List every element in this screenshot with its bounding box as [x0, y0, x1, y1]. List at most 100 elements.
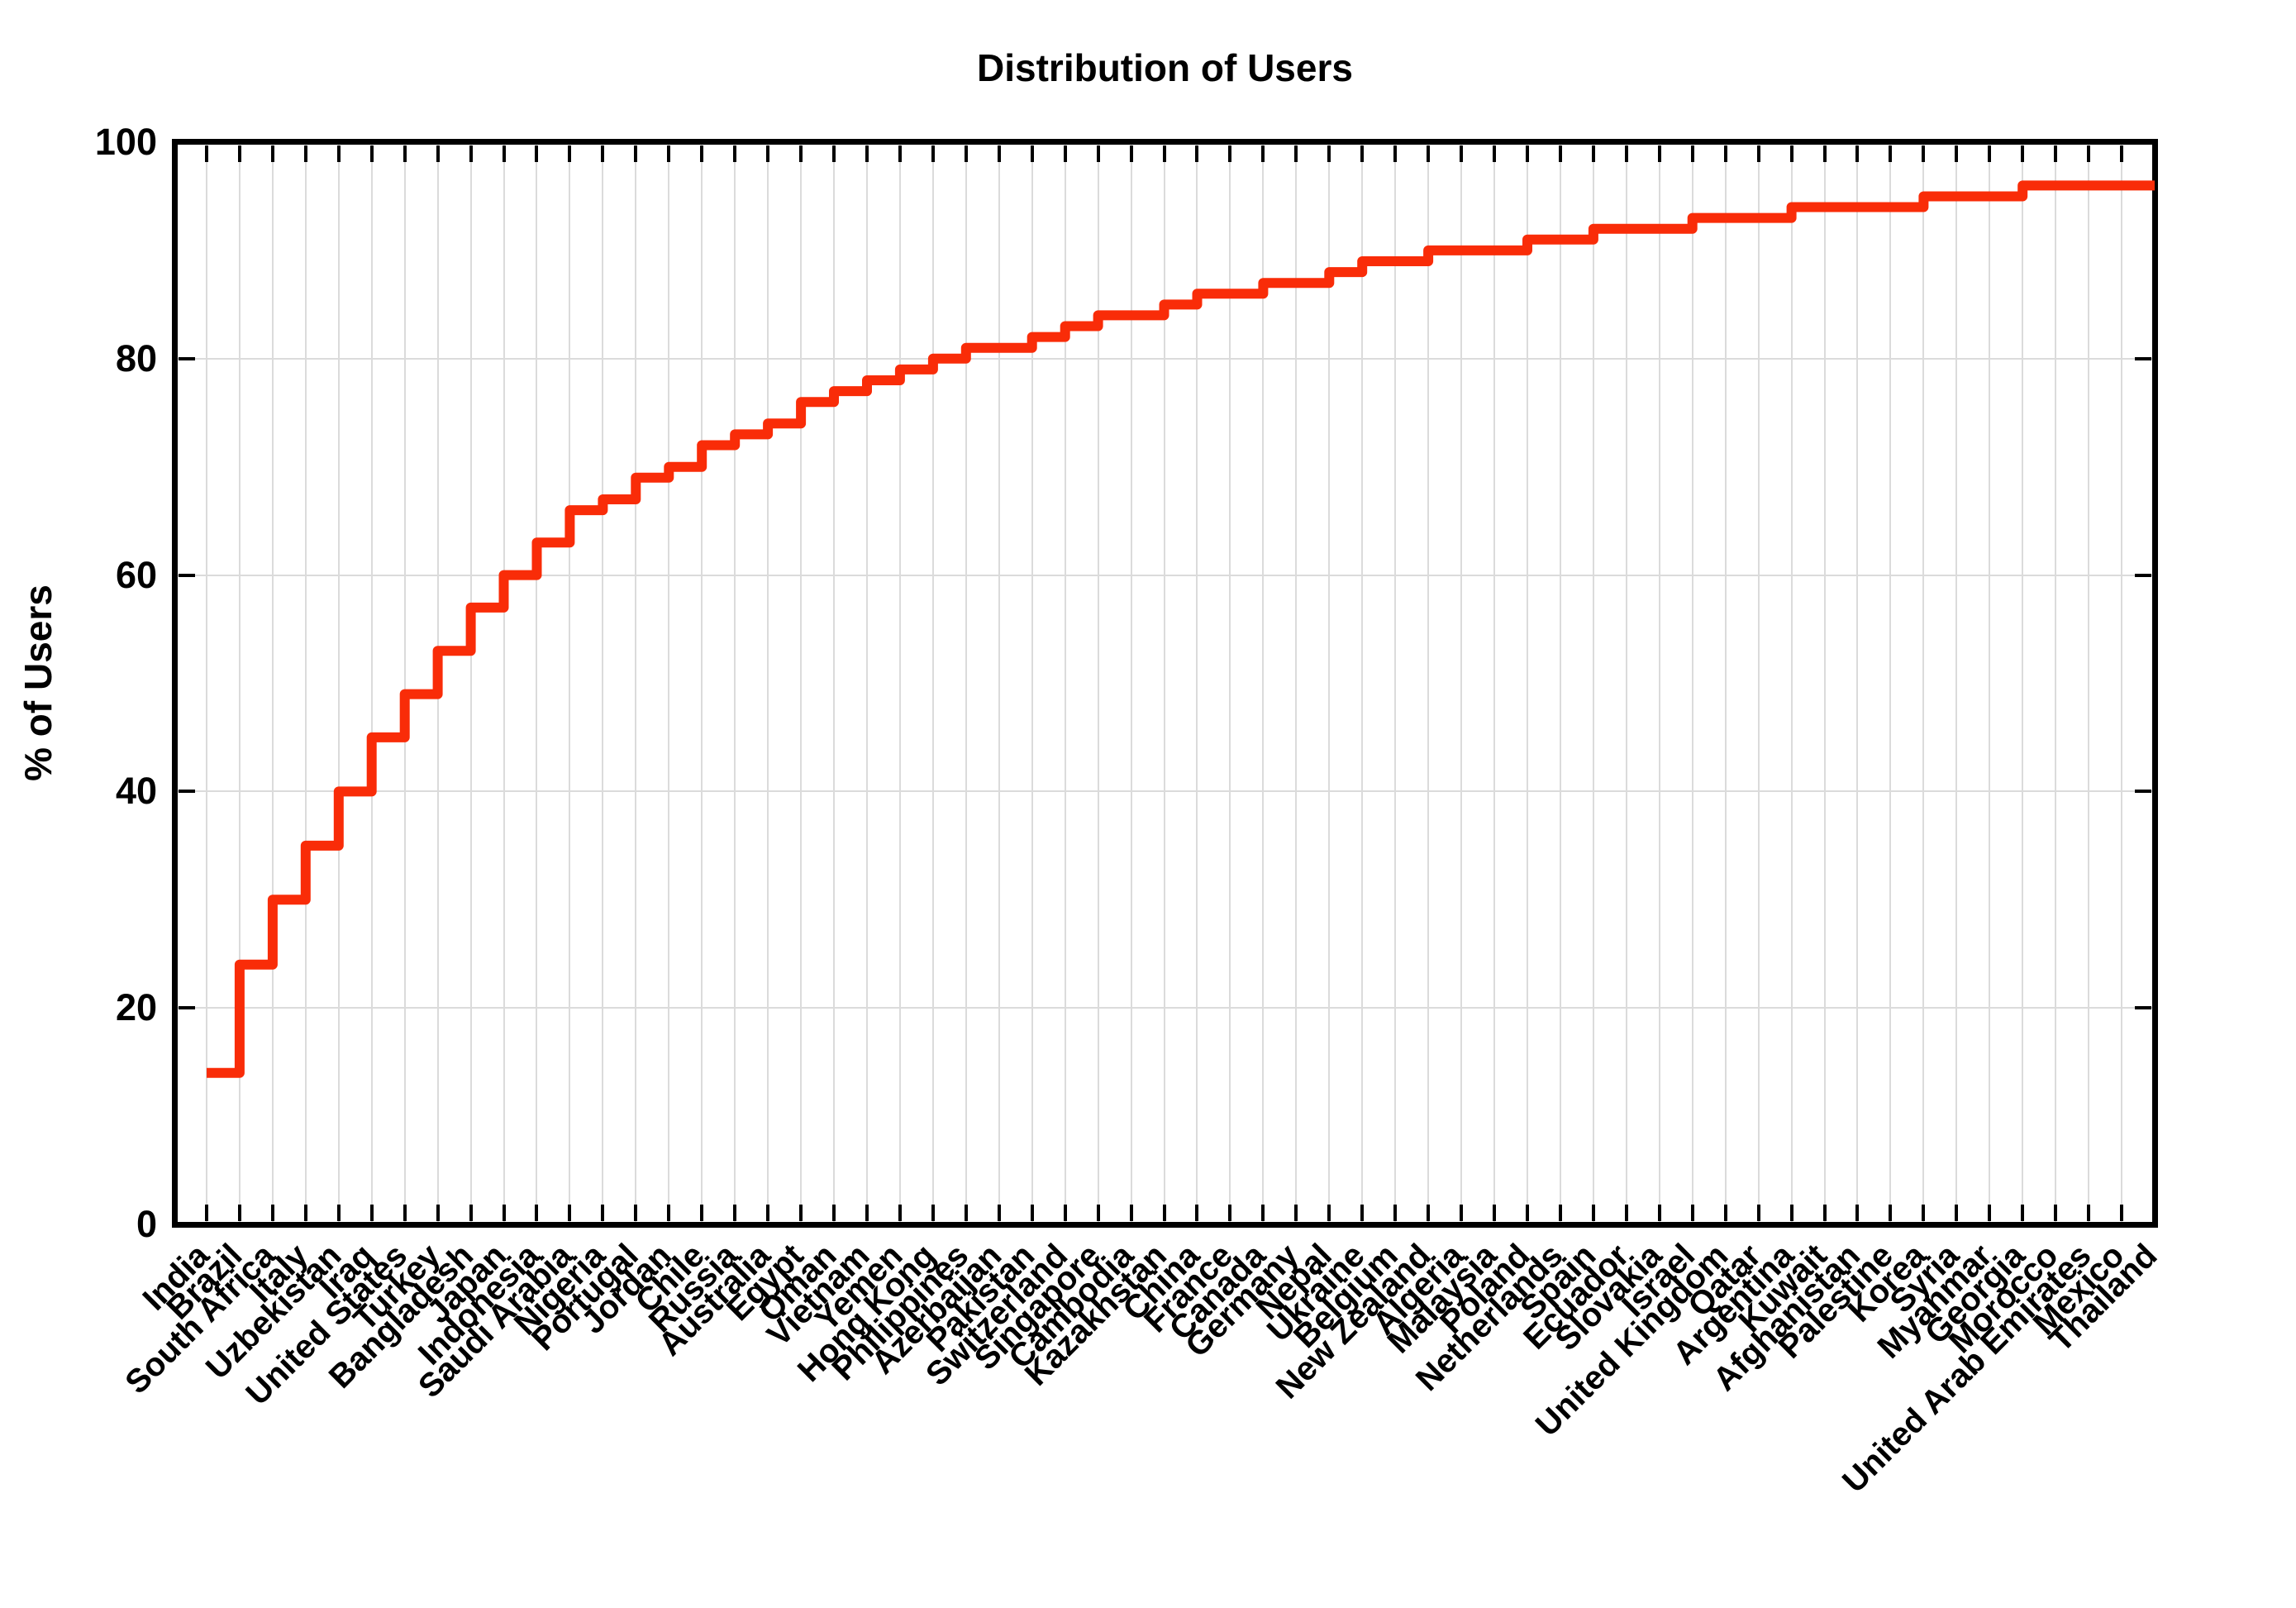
x-gridline — [1526, 142, 1528, 1224]
x-tick-top — [1922, 146, 1926, 162]
x-tick-bottom — [303, 1205, 307, 1221]
x-tick-top — [2153, 146, 2156, 162]
x-tick-top — [436, 146, 440, 162]
y-tick-right — [2135, 1006, 2151, 1010]
x-tick-bottom — [1955, 1205, 1959, 1221]
x-gridline — [1130, 142, 1132, 1224]
y-gridline — [175, 574, 2155, 576]
x-tick-bottom — [502, 1205, 506, 1221]
x-tick-top — [634, 146, 638, 162]
x-gridline — [1328, 142, 1331, 1224]
x-tick-bottom — [1427, 1205, 1431, 1221]
x-tick-top — [1889, 146, 1893, 162]
y-tick-label: 40 — [115, 770, 157, 813]
x-gridline — [734, 142, 736, 1224]
x-tick-top — [964, 146, 968, 162]
x-gridline — [536, 142, 538, 1224]
x-tick-bottom — [931, 1205, 935, 1221]
x-gridline — [271, 142, 274, 1224]
x-tick-bottom — [634, 1205, 638, 1221]
x-tick-bottom — [2021, 1205, 2025, 1221]
x-gridline — [635, 142, 637, 1224]
x-tick-bottom — [336, 1205, 341, 1221]
x-tick-top — [1855, 146, 1860, 162]
x-tick-top — [2120, 146, 2124, 162]
x-tick-top — [237, 146, 241, 162]
x-gridline — [2055, 142, 2057, 1224]
x-tick-bottom — [733, 1205, 737, 1221]
x-gridline — [1724, 142, 1727, 1224]
x-tick-top — [502, 146, 506, 162]
x-tick-bottom — [1162, 1205, 1166, 1221]
x-gridline — [1097, 142, 1099, 1224]
x-gridline — [668, 142, 670, 1224]
x-tick-bottom — [436, 1205, 440, 1221]
x-tick-top — [1294, 146, 1298, 162]
x-gridline — [337, 142, 340, 1224]
x-tick-bottom — [865, 1205, 869, 1221]
x-gridline — [998, 142, 1000, 1224]
x-tick-top — [1723, 146, 1727, 162]
x-tick-bottom — [2054, 1205, 2058, 1221]
x-tick-top — [1063, 146, 1067, 162]
x-tick-top — [1393, 146, 1398, 162]
x-tick-bottom — [1558, 1205, 1562, 1221]
x-tick-top — [799, 146, 803, 162]
x-tick-top — [931, 146, 935, 162]
x-gridline — [206, 142, 207, 1224]
x-tick-bottom — [898, 1205, 902, 1221]
x-tick-bottom — [799, 1205, 803, 1221]
x-tick-bottom — [469, 1205, 473, 1221]
x-tick-top — [1228, 146, 1232, 162]
x-tick-bottom — [1624, 1205, 1628, 1221]
x-tick-bottom — [568, 1205, 572, 1221]
x-tick-bottom — [1525, 1205, 1529, 1221]
x-tick-top — [1261, 146, 1265, 162]
x-tick-top — [865, 146, 869, 162]
x-tick-top — [205, 146, 208, 162]
plot-frame — [172, 139, 2158, 1228]
x-tick-bottom — [1657, 1205, 1661, 1221]
x-gridline — [1989, 142, 1991, 1224]
x-gridline — [403, 142, 406, 1224]
x-gridline — [304, 142, 307, 1224]
x-tick-bottom — [1195, 1205, 1199, 1221]
x-tick-top — [1129, 146, 1133, 162]
y-tick-left — [179, 1006, 195, 1010]
x-tick-bottom — [964, 1205, 968, 1221]
x-tick-bottom — [832, 1205, 836, 1221]
x-gridline — [1955, 142, 1958, 1224]
x-gridline — [1427, 142, 1430, 1224]
x-tick-top — [1690, 146, 1694, 162]
y-tick-label: 100 — [94, 121, 157, 163]
x-tick-top — [1955, 146, 1959, 162]
x-tick-top — [1789, 146, 1793, 162]
x-tick-bottom — [1988, 1205, 1992, 1221]
x-tick-top — [535, 146, 539, 162]
x-gridline — [1262, 142, 1265, 1224]
x-tick-top — [1525, 146, 1529, 162]
x-tick-top — [2054, 146, 2058, 162]
y-gridline — [175, 1007, 2155, 1009]
x-gridline — [1625, 142, 1627, 1224]
x-tick-bottom — [601, 1205, 605, 1221]
x-tick-bottom — [1889, 1205, 1893, 1221]
y-tick-label: 60 — [115, 553, 157, 596]
y-tick-right — [2135, 573, 2151, 577]
x-gridline — [1592, 142, 1594, 1224]
x-gridline — [1196, 142, 1198, 1224]
y-tick-right — [2135, 356, 2151, 360]
x-tick-top — [1327, 146, 1331, 162]
x-gridline — [1559, 142, 1561, 1224]
x-tick-bottom — [1261, 1205, 1265, 1221]
x-gridline — [833, 142, 836, 1224]
x-tick-top — [1030, 146, 1034, 162]
x-tick-bottom — [1822, 1205, 1827, 1221]
x-tick-top — [403, 146, 407, 162]
x-tick-bottom — [369, 1205, 374, 1221]
x-tick-bottom — [270, 1205, 274, 1221]
y-tick-label: 20 — [115, 986, 157, 1029]
x-gridline — [1460, 142, 1463, 1224]
